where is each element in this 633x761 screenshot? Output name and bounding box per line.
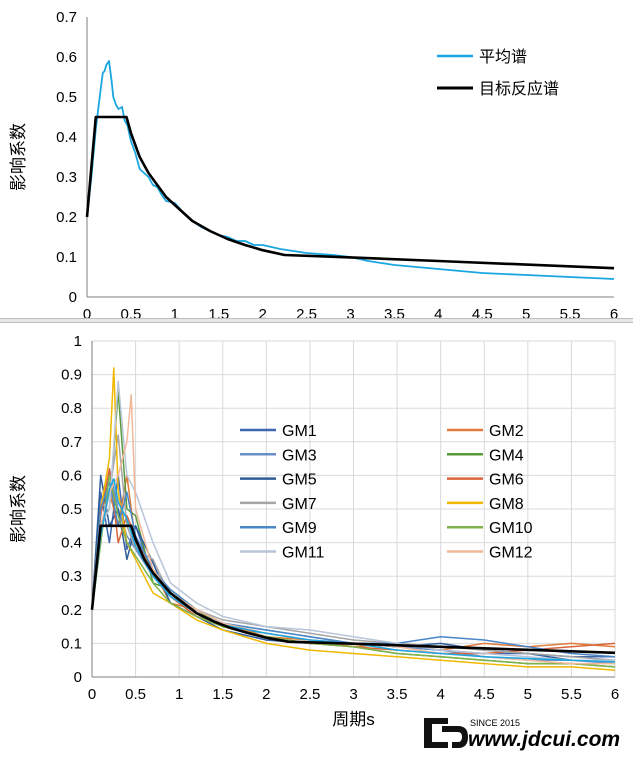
- chart-top-svg: 0 0.5 1 1.5 2 2.5 3 3.5 4 4.5 5 5.5 6 0 0.1 0.2 0.3 0.4 0.…: [9, 9, 618, 349]
- x-tick-label: 3.5: [384, 306, 405, 318]
- x-tick-label: 2.5: [296, 306, 317, 318]
- series-line-目标反应谱: [85, 115, 615, 270]
- legend-label: GM5: [282, 472, 317, 489]
- chart-panel-top: 0 0.5 1 1.5 2 2.5 3 3.5 4 4.5 5 5.5 6 0 0.1 0.2 0.3 0.4 0.…: [0, 0, 633, 349]
- y-tick-label: 0.8: [61, 400, 82, 417]
- watermark-site: www.jdcui.com: [468, 728, 620, 751]
- x-tick-label: 3: [346, 306, 354, 318]
- x-tick-label: 4: [436, 686, 444, 703]
- legend-label: GM11: [282, 545, 324, 562]
- legend-label: 目标反应谱: [479, 79, 559, 98]
- legend-label: GM10: [489, 520, 533, 537]
- series-line-overlay-13: [90, 524, 616, 655]
- watermark-logo: SINCE 2015 www.jdcui.com: [424, 718, 620, 751]
- x-tick-label: 4: [434, 306, 442, 318]
- x-tick-label: 6: [610, 306, 618, 318]
- x-tick-label: 3.5: [387, 686, 408, 703]
- legend-label: GM3: [282, 447, 317, 464]
- y-tick-label: 0.2: [56, 209, 77, 226]
- x-tick-label: 5.5: [561, 686, 582, 703]
- series-line-GM10: [91, 474, 616, 668]
- x-tick-label: 2: [262, 686, 270, 703]
- x-tick-label: 0: [83, 306, 91, 318]
- legend-label: GM8: [489, 496, 524, 513]
- x-tick-label: 1: [175, 686, 183, 703]
- y-tick-label: 0.1: [61, 635, 82, 652]
- x-tick-label: 0.5: [125, 686, 146, 703]
- x-tick-label: 1.5: [208, 306, 229, 318]
- y-tick-label: 0.5: [61, 501, 82, 518]
- x-tick-label: 4.5: [472, 306, 493, 318]
- y-tick-label: 0.5: [56, 89, 77, 106]
- y-tick-label: 0: [74, 669, 82, 686]
- legend-label: GM1: [282, 423, 317, 440]
- legend-label: GM12: [489, 545, 533, 562]
- x-tick-label: 1.5: [212, 686, 233, 703]
- x-tick-label: 0.5: [120, 306, 141, 318]
- x-tick-label: 6: [611, 686, 619, 703]
- x-tick-label: 2.5: [299, 686, 320, 703]
- legend-label: GM9: [282, 520, 317, 537]
- x-tick-label: 0: [88, 686, 96, 703]
- x-axis-title: 周期s: [332, 710, 375, 729]
- y-tick-label: 0.2: [61, 602, 82, 619]
- panel-divider: [0, 318, 633, 323]
- y-tick-label: 1: [74, 333, 82, 350]
- series-line-GM11: [91, 380, 615, 661]
- y-tick-label: 0.9: [61, 367, 82, 384]
- x-tick-label: 3: [349, 686, 357, 703]
- series-line-GM7: [91, 434, 616, 661]
- x-tick-label: 1: [171, 306, 179, 318]
- y-axis-title: 影响系数: [9, 475, 28, 543]
- y-tick-label: 0.1: [56, 249, 77, 266]
- y-tick-label: 0: [69, 289, 77, 306]
- y-tick-label: 0.6: [61, 467, 82, 484]
- legend-label: 平均谱: [479, 48, 527, 66]
- y-tick-label: 0.7: [61, 434, 82, 451]
- x-tick-label: 5: [522, 306, 530, 318]
- legend-label: GM4: [489, 447, 524, 464]
- chart-bottom-svg: 0 0.5 1 1.5 2 2.5 3 3.5 4 4.5 5 5.5 6 0 0.1 0.2 0.3 0.4 0.…: [9, 333, 619, 729]
- x-tick-label: 4.5: [474, 686, 495, 703]
- x-tick-label: 5.5: [560, 306, 581, 318]
- y-tick-label: 0.7: [56, 9, 77, 26]
- legend-label: GM6: [489, 472, 524, 489]
- watermark: SINCE 2015 www.jdcui.com: [418, 712, 630, 754]
- y-tick-label: 0.3: [56, 169, 77, 186]
- x-tick-label: 2: [258, 306, 266, 318]
- y-tick-label: 0.4: [56, 129, 77, 146]
- watermark-since: SINCE 2015: [470, 718, 520, 728]
- y-tick-label: 0.3: [61, 568, 82, 585]
- legend-label: GM2: [489, 423, 524, 440]
- x-tick-label: 5: [524, 686, 532, 703]
- chart-panel-bottom: 0 0.5 1 1.5 2 2.5 3 3.5 4 4.5 5 5.5 6 0 0.1 0.2 0.3 0.4 0.…: [0, 323, 633, 756]
- legend-label: GM7: [282, 496, 317, 513]
- series-line-GM8: [91, 367, 616, 672]
- y-tick-label: 0.4: [61, 535, 82, 552]
- y-tick-label: 0.6: [56, 49, 77, 66]
- y-axis-title: 影响系数: [9, 123, 28, 191]
